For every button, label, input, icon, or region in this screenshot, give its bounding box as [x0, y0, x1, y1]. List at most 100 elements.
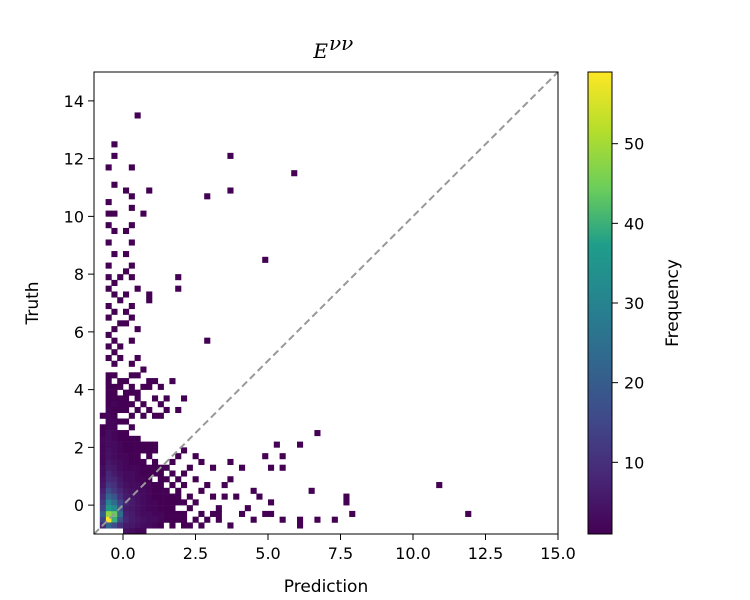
- heatmap-bin: [157, 412, 164, 419]
- heatmap-bin: [117, 516, 124, 523]
- heatmap-bin: [204, 516, 211, 523]
- heatmap-bin: [146, 406, 153, 414]
- heatmap-bin: [105, 470, 112, 477]
- y-tick-label: 8: [74, 265, 84, 284]
- heatmap-bin: [117, 406, 124, 414]
- heatmap-bin: [175, 476, 182, 483]
- heatmap-bin: [152, 378, 159, 385]
- heatmap-bin: [105, 406, 112, 414]
- heatmap-bin: [128, 528, 135, 535]
- heatmap-bin: [128, 470, 135, 477]
- heatmap-bin: [111, 464, 118, 471]
- heatmap-bin: [134, 395, 141, 402]
- heatmap-bin: [157, 510, 164, 517]
- heatmap-bin: [105, 199, 112, 206]
- heatmap-bin: [140, 464, 147, 471]
- heatmap-bin: [146, 510, 153, 517]
- heatmap-bin: [105, 343, 112, 350]
- heatmap-bin: [227, 522, 234, 529]
- heatmap-bin: [111, 453, 118, 460]
- heatmap-bin: [99, 476, 106, 483]
- heatmap-bin: [111, 470, 118, 477]
- heatmap-bin: [169, 458, 176, 465]
- heatmap-bin: [181, 510, 188, 517]
- heatmap-bin: [128, 424, 135, 431]
- heatmap-bin: [105, 274, 112, 281]
- heatmap-bin: [117, 343, 124, 350]
- heatmap-bin: [181, 447, 188, 454]
- x-tick-label: 10.0: [395, 544, 431, 563]
- heatmap-bin: [140, 447, 147, 454]
- heatmap-bin: [152, 458, 159, 465]
- heatmap-bin: [111, 326, 118, 333]
- heatmap-bin: [268, 499, 275, 506]
- heatmap-bin: [134, 476, 141, 483]
- heatmap-bin: [140, 458, 147, 465]
- heatmap-bin: [134, 470, 141, 477]
- heatmap-bin: [117, 378, 124, 385]
- heatmap-bin: [140, 441, 147, 448]
- heatmap-bin: [117, 430, 124, 437]
- colorbar-gradient: [587, 71, 613, 535]
- heatmap-bin: [105, 510, 112, 517]
- heatmap-bin: [117, 453, 124, 460]
- heatmap-bin: [134, 464, 141, 471]
- heatmap-bin: [123, 487, 130, 494]
- heatmap-bin: [111, 227, 118, 234]
- heatmap-bin: [227, 152, 234, 159]
- heatmap-bin: [99, 493, 106, 500]
- heatmap-bin: [105, 285, 112, 292]
- heatmap-bin: [140, 505, 147, 512]
- heatmap-bin: [268, 464, 275, 471]
- heatmap-bin: [215, 516, 222, 523]
- heatmap-bin: [134, 516, 141, 523]
- heatmap-bin: [128, 412, 135, 419]
- heatmap-bin: [314, 430, 321, 437]
- heatmap-bin: [244, 505, 251, 512]
- heatmap-bin: [99, 424, 106, 431]
- heatmap-bin: [152, 412, 159, 419]
- heatmap-bin: [157, 516, 164, 523]
- heatmap-bin: [111, 435, 118, 442]
- heatmap-bin: [105, 522, 112, 529]
- heatmap-bin: [175, 487, 182, 494]
- heatmap-bin: [181, 516, 188, 523]
- heatmap-bin: [105, 210, 112, 217]
- heatmap-bin: [175, 510, 182, 517]
- x-tick-label: 7.5: [328, 544, 353, 563]
- heatmap-bin: [105, 164, 112, 171]
- heatmap-bin: [210, 510, 217, 517]
- heatmap-bin: [105, 331, 112, 338]
- heatmap-bin: [221, 493, 228, 500]
- heatmap-bin: [146, 505, 153, 512]
- heatmap-bin: [146, 441, 153, 448]
- heatmap-bin: [128, 383, 135, 390]
- heatmap-bin: [436, 482, 443, 489]
- y-tick-label: 10: [64, 207, 84, 226]
- heatmap-bin: [111, 505, 118, 512]
- heatmap-bin: [210, 493, 217, 500]
- heatmap-bin: [111, 424, 118, 431]
- reference-diagonal-line: [93, 71, 559, 535]
- heatmap-bin: [134, 354, 141, 362]
- heatmap-bin: [157, 401, 164, 408]
- y-tick-label: 12: [64, 150, 84, 169]
- heatmap-bin: [175, 516, 182, 523]
- heatmap-bin: [111, 389, 118, 396]
- heatmap-bin: [169, 493, 176, 500]
- heatmap-bin: [105, 458, 112, 465]
- y-tick-label: 14: [64, 92, 84, 111]
- heatmap-bin: [297, 522, 304, 529]
- heatmap-bin: [169, 522, 176, 529]
- heatmap-bin: [111, 516, 118, 523]
- heatmap-bin: [152, 441, 159, 448]
- heatmap-bin: [128, 239, 135, 246]
- heatmap-bin: [140, 476, 147, 483]
- heatmap-bin: [128, 487, 135, 494]
- heatmap-bin: [134, 389, 141, 396]
- heatmap-bin: [99, 499, 106, 506]
- heatmap-bin: [111, 406, 118, 414]
- heatmap-bin: [157, 493, 164, 500]
- heatmap-bin: [111, 210, 118, 217]
- heatmap-bin: [227, 458, 234, 465]
